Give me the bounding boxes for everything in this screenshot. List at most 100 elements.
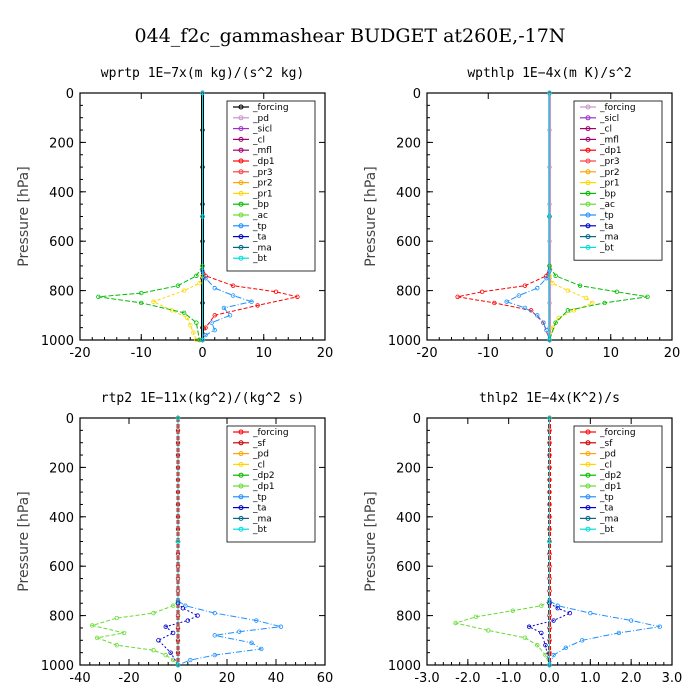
data-point [579,638,585,643]
x-tick-label: -3.0 [414,671,439,686]
series-line-pr1 [152,275,203,341]
legend-label: _forcing [599,428,636,438]
legend-marker [585,115,591,121]
data-point [535,643,540,648]
data-point [543,643,548,648]
data-point [175,539,181,544]
y-tick-label: 400 [49,511,74,526]
data-point [571,308,577,313]
y-tick-label: 400 [49,186,74,201]
legend-label: _dp1 [599,482,622,492]
legend-marker [585,223,591,229]
legend-label: _tp [252,222,267,232]
y-tick-label: 600 [396,560,421,575]
chart-panel-1: wprtp 1E−7x(m kg)/(s^2 kg) Pressure [hPa]… [16,66,333,361]
data-point [249,299,254,304]
data-point [584,295,589,301]
legend-marker [585,126,591,132]
data-point [197,280,202,286]
data-point [539,603,544,608]
legend-label: _pr3 [252,168,273,178]
data-point [565,288,571,293]
legend-marker [585,212,591,218]
legend-label: _dp1 [252,482,275,492]
data-point [547,539,552,544]
y-tick-label: 600 [49,560,74,575]
data-point [183,603,188,608]
data-point [544,273,549,278]
series-line-pr1 [549,275,594,341]
data-point [645,294,650,299]
y-tick-label: 1000 [41,334,74,349]
series-line-dp1 [453,600,550,666]
y-axis-label: Pressure [hPa] [16,491,32,591]
data-point [230,283,236,288]
legend-marker [238,451,244,457]
legend-label: _dp1 [599,146,622,156]
legend-label: _pd [599,450,616,460]
legend-marker [238,515,244,521]
data-point [628,618,634,623]
panel-title: rtp2 1E−11x(kg^2)/(kg^2 s) [101,391,305,406]
legend-label: _tp [599,211,614,221]
data-point [657,624,662,629]
data-point [550,325,555,330]
x-tick-label: 0.0 [539,671,560,686]
data-point [555,603,560,608]
y-tick-label: 800 [49,610,74,625]
legend-marker [585,158,591,164]
legend-marker [585,515,591,521]
data-point [114,643,119,648]
legend-box [226,100,316,272]
data-point [194,273,199,278]
legend-marker [585,451,591,457]
legend-label: _mfl [599,135,619,145]
legend-marker [238,472,244,478]
legend-marker [238,158,244,164]
legend-marker [238,494,244,500]
x-tick-label: 20 [219,671,236,686]
data-point [139,300,144,306]
legend-marker [585,440,591,446]
y-tick-label: 200 [396,136,421,151]
series-line-bp [98,265,203,341]
data-point [200,90,205,96]
legend-label: _dp1 [252,157,275,167]
series-line-dp1 [90,600,179,666]
legend-marker [585,180,591,186]
data-point [94,635,100,641]
legend-marker [585,169,591,175]
data-point [96,294,101,299]
legend-marker [238,483,244,489]
data-point [212,652,217,658]
data-point [522,283,528,288]
legend-label: _pd [252,450,269,460]
legend-label: _sf [252,439,266,449]
data-point [212,313,217,318]
series-line-dp1 [202,265,298,341]
data-point [170,630,176,636]
legend-marker [238,429,244,435]
data-point [259,646,264,652]
legend-label: _bt [599,243,614,253]
data-point [539,630,544,636]
legend-marker [585,136,591,142]
data-point [156,638,161,643]
data-point [547,662,552,668]
data-point [175,662,181,668]
legend-marker [585,526,591,532]
data-point [163,652,168,658]
legend-label: _pr1 [252,189,273,199]
data-point [522,635,528,641]
data-point [455,294,460,299]
legend-marker [585,429,591,435]
data-point [535,313,540,318]
data-point [227,313,233,318]
data-point [114,615,119,621]
y-tick-label: 400 [396,511,421,526]
legend-label: _cl [252,460,265,470]
legend-marker [238,223,244,229]
y-tick-label: 600 [49,235,74,250]
data-point [273,289,279,295]
legend-label: _forcing [252,103,289,113]
